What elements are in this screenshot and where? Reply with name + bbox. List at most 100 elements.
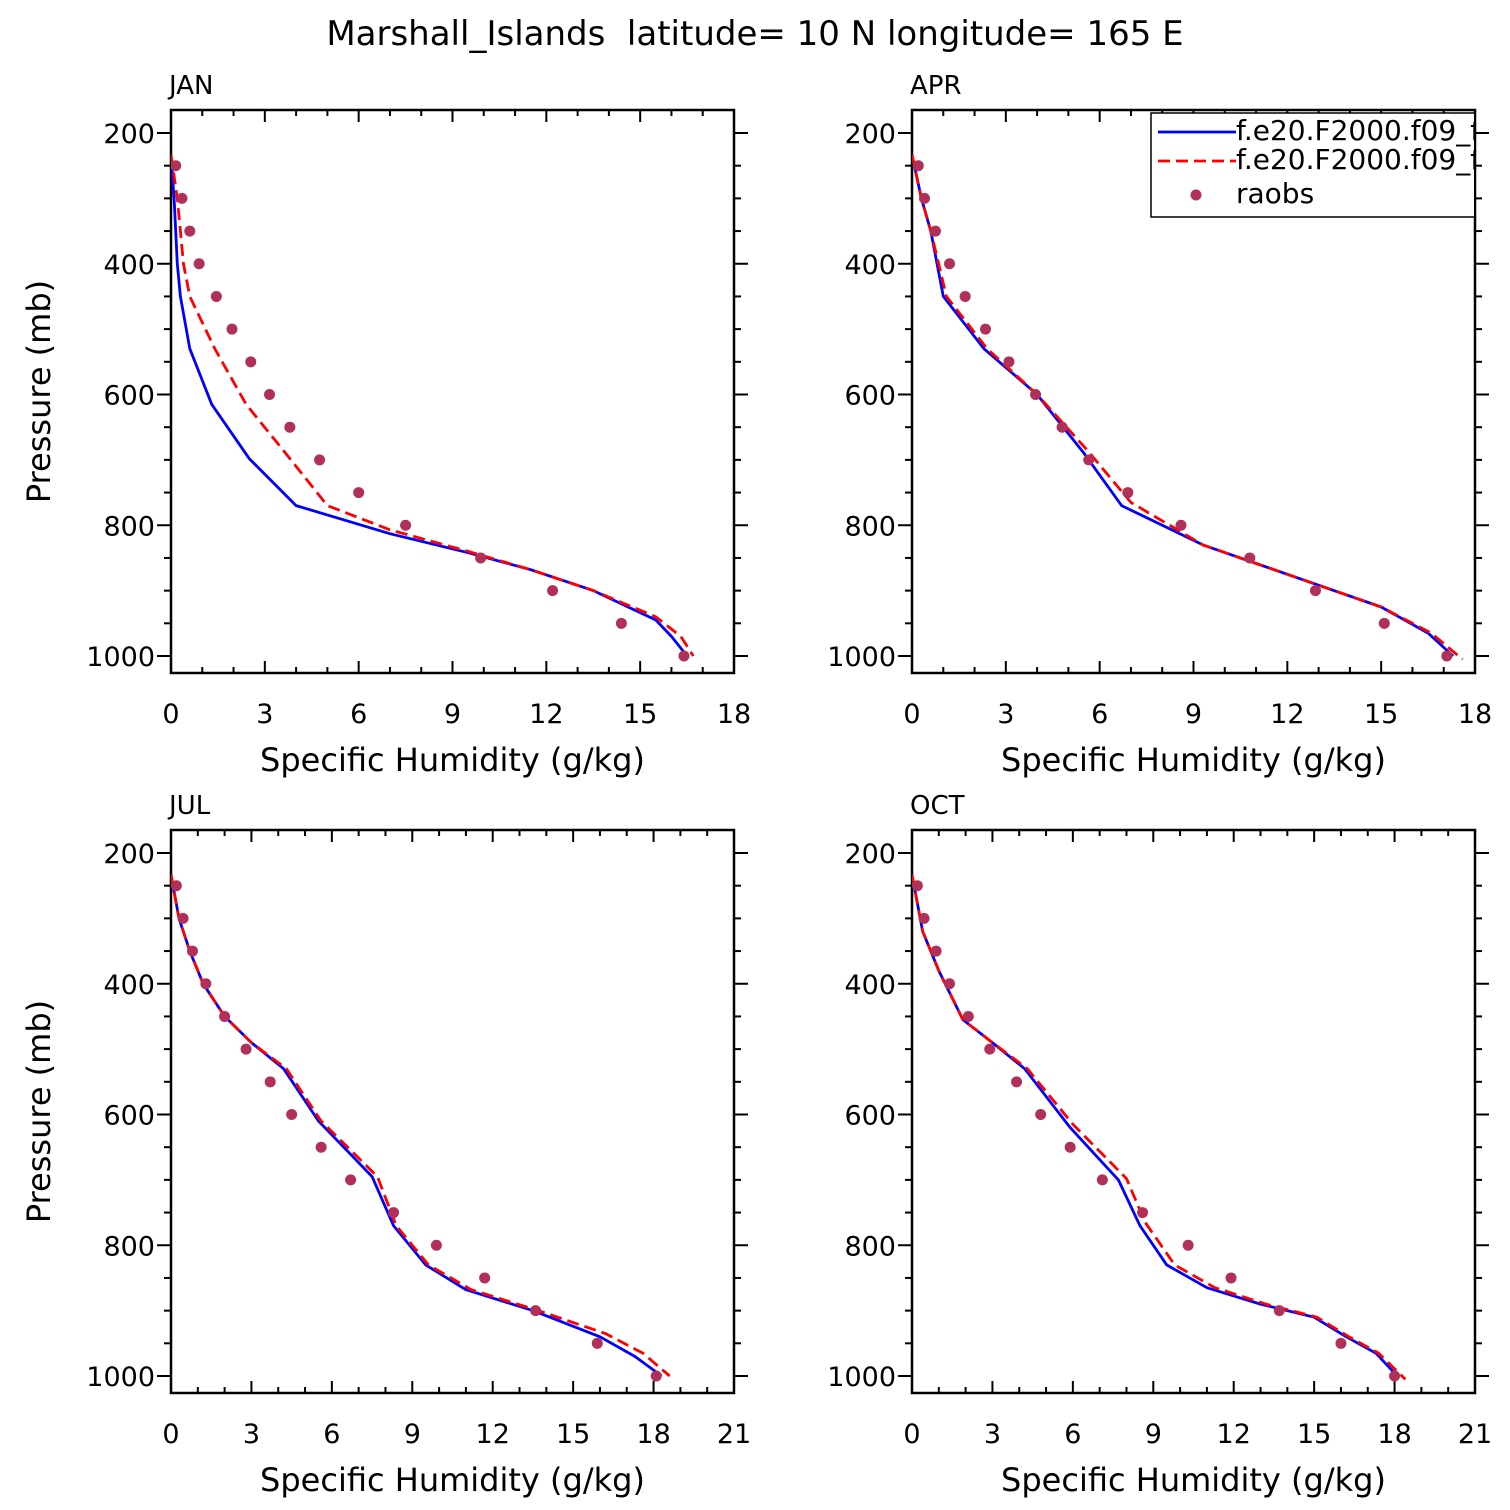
y-tick-label: 400 — [103, 970, 155, 1001]
panel-label: JUL — [167, 791, 211, 821]
y-tick-label: 200 — [103, 119, 155, 150]
raobs-point — [1244, 552, 1256, 564]
model-series-dashed — [171, 154, 695, 657]
x-tick-label: 0 — [903, 699, 920, 730]
raobs-point — [547, 585, 559, 597]
y-tick-label: 800 — [844, 1231, 896, 1262]
raobs-point — [193, 258, 205, 270]
raobs-point — [615, 617, 627, 629]
raobs-point — [959, 290, 971, 302]
x-axis-title: Specific Humidity (g/kg) — [260, 1461, 645, 1499]
x-axis-title: Specific Humidity (g/kg) — [1001, 741, 1386, 779]
legend-entry-label: f.e20.F2000.f09_f — [1236, 114, 1481, 147]
y-tick-label: 400 — [844, 970, 896, 1001]
raobs-point — [1309, 585, 1321, 597]
raobs-point — [430, 1239, 442, 1251]
raobs-point — [184, 225, 196, 237]
raobs-point — [650, 1370, 662, 1382]
raobs-point — [400, 519, 412, 531]
model-series-solid — [912, 154, 1455, 658]
panel-oct: 0 3 6 9 12 15 18 21 200 400 600 800 1000 OCT Specific … — [827, 791, 1492, 1499]
raobs-point — [962, 1010, 974, 1022]
raobs-point — [1378, 617, 1390, 629]
model-series-solid — [912, 874, 1399, 1377]
raobs-point — [930, 945, 942, 957]
raobs-point — [1225, 1272, 1237, 1284]
x-tick-label: 9 — [404, 1419, 421, 1450]
x-tick-label: 3 — [984, 1419, 1001, 1450]
y-tick-label: 200 — [844, 839, 896, 870]
x-tick-label: 18 — [1458, 699, 1492, 730]
panel-jan: 0 3 6 9 12 15 18 200 400 600 800 1000 JAN Specific Hu… — [20, 71, 751, 779]
x-tick-label: 12 — [1217, 1419, 1251, 1450]
panels: 0 3 6 9 12 15 18 200 400 600 800 1000 JAN Specific Hu… — [20, 71, 1492, 1499]
model-series-dashed — [912, 154, 1464, 661]
raobs-point — [200, 978, 212, 990]
x-tick-label: 15 — [623, 699, 657, 730]
raobs-point — [984, 1043, 996, 1055]
x-tick-label: 6 — [350, 699, 367, 730]
raobs-point — [345, 1174, 357, 1186]
x-tick-label: 3 — [243, 1419, 260, 1450]
y-tick-label: 1000 — [827, 1362, 896, 1393]
raobs-point — [1035, 1109, 1047, 1120]
y-tick-label: 800 — [844, 511, 896, 542]
raobs-point — [314, 454, 326, 466]
model-series-dashed — [912, 874, 1407, 1381]
raobs-point — [944, 258, 956, 270]
raobs-point — [591, 1337, 603, 1349]
x-tick-label: 15 — [556, 1419, 590, 1450]
raobs-point — [912, 880, 923, 892]
x-axis-title: Specific Humidity (g/kg) — [260, 741, 645, 779]
raobs-point — [1003, 356, 1015, 368]
x-tick-label: 18 — [717, 699, 751, 730]
raobs-point — [1096, 1174, 1108, 1186]
x-tick-label: 6 — [323, 1419, 340, 1450]
model-series-dashed — [171, 874, 671, 1378]
raobs-point — [1175, 519, 1187, 531]
plot-frame — [169, 828, 736, 1395]
raobs-point — [264, 1076, 276, 1088]
x-tick-label: 9 — [444, 699, 461, 730]
raobs-point — [226, 323, 238, 335]
y-tick-label: 600 — [844, 1101, 896, 1132]
raobs-point — [315, 1141, 327, 1153]
raobs-point — [264, 389, 276, 400]
legend-box — [1150, 112, 1474, 218]
x-tick-label: 18 — [636, 1419, 670, 1450]
y-tick-label: 1000 — [86, 1362, 155, 1393]
raobs-point — [219, 1010, 231, 1022]
y-axis-title: Pressure (mb) — [20, 1000, 58, 1223]
raobs-point — [918, 912, 930, 924]
y-tick-label: 400 — [844, 250, 896, 281]
raobs-point — [929, 225, 941, 237]
x-tick-label: 0 — [162, 699, 179, 730]
x-tick-label: 21 — [717, 1419, 751, 1450]
raobs-point — [240, 1043, 252, 1055]
raobs-point — [912, 160, 924, 172]
raobs-point — [1011, 1076, 1023, 1088]
raobs-point — [353, 487, 365, 499]
legend-entry-label: raobs — [1236, 177, 1314, 210]
x-tick-label: 12 — [529, 699, 563, 730]
y-tick-label: 1000 — [86, 642, 155, 673]
raobs-point — [284, 421, 296, 433]
raobs-point — [530, 1305, 542, 1317]
panel-label: JAN — [167, 71, 213, 101]
legend-entry-label: f.e20.F2000.f09_f — [1236, 143, 1481, 176]
raobs-point — [1182, 1239, 1194, 1251]
y-tick-label: 600 — [103, 1101, 155, 1132]
y-axis-title: Pressure (mb) — [20, 280, 58, 503]
plot-frame — [169, 108, 736, 675]
plot-frame — [910, 828, 1477, 1395]
raobs-point — [286, 1109, 298, 1120]
raobs-point — [1064, 1141, 1076, 1153]
x-tick-label: 12 — [1270, 699, 1304, 730]
x-tick-label: 21 — [1458, 1419, 1492, 1450]
x-tick-label: 3 — [997, 699, 1014, 730]
raobs-point — [1137, 1207, 1149, 1219]
panel-label: APR — [910, 71, 962, 101]
series-group — [171, 874, 671, 1382]
raobs-point — [475, 552, 487, 564]
